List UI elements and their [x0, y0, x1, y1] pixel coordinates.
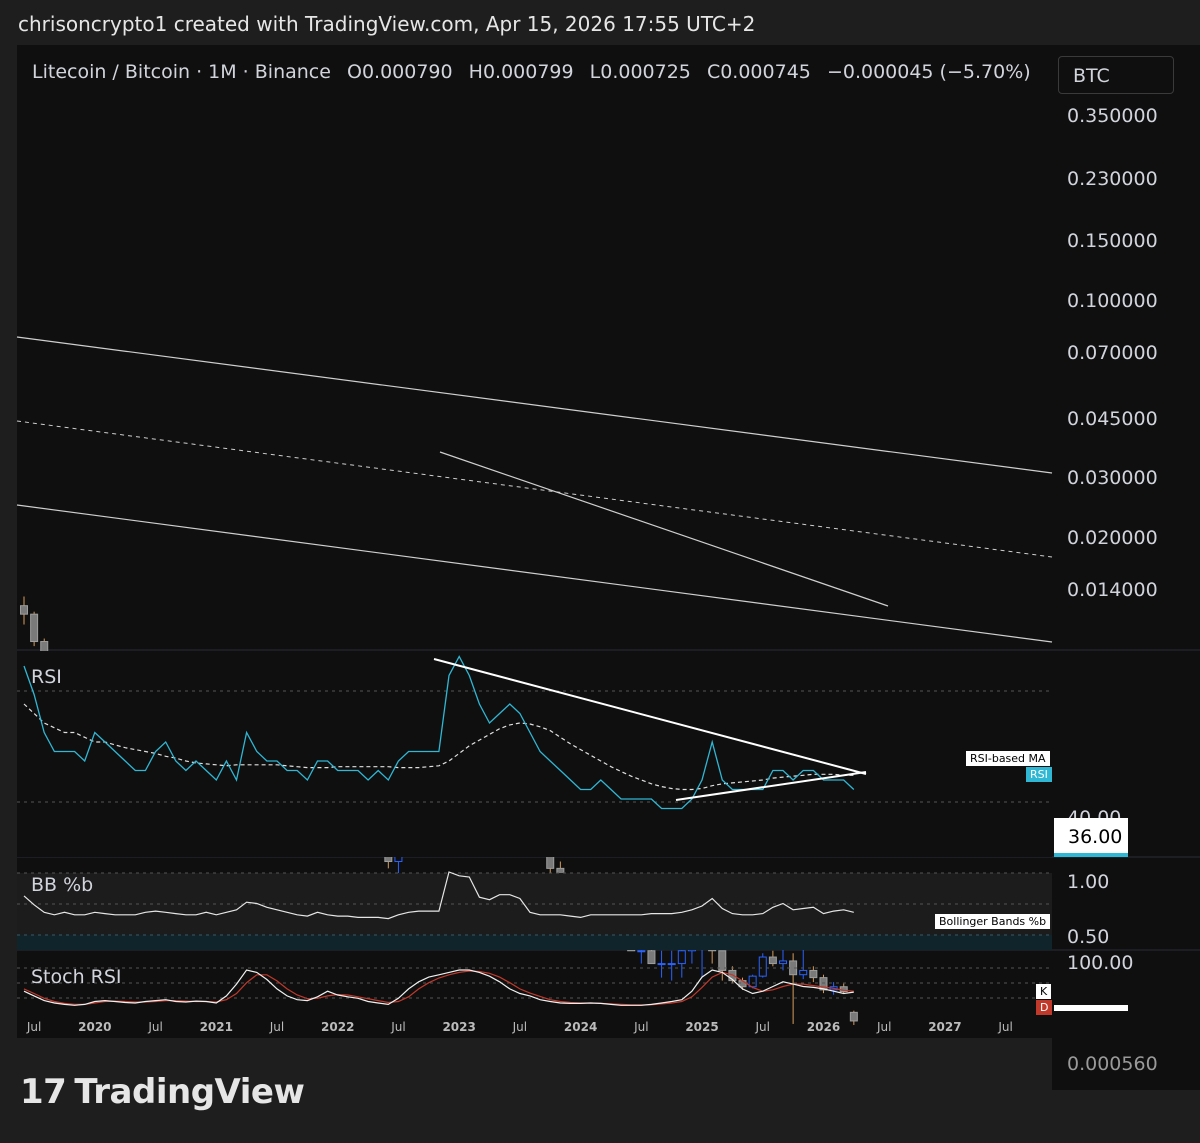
rsi-current-value: 36.00 [1068, 826, 1122, 848]
time-axis-label: 2026 [807, 1020, 840, 1034]
time-axis-label: Jul [26, 1020, 41, 1034]
time-axis-label: Jul [512, 1020, 527, 1034]
candle-body [819, 977, 828, 991]
rsi-ma-line [23, 703, 854, 791]
time-axis-label: 2022 [321, 1020, 354, 1034]
price-axis-label: 0.045000 [1067, 408, 1158, 430]
candle-body [30, 613, 39, 643]
chart-header: chrisoncrypto1 created with TradingView.… [18, 12, 756, 36]
candle-body [849, 1011, 858, 1022]
price-axis-label: 0.100000 [1067, 290, 1158, 312]
bb-axis-label: 0.50 [1067, 926, 1109, 948]
time-axis-label: 2024 [564, 1020, 597, 1034]
price-axis-label: 0.070000 [1067, 342, 1158, 364]
wedge-trendline [439, 451, 889, 607]
channel-upper-line [16, 336, 1053, 474]
change-value: −0.000045 (−5.70%) [826, 61, 1031, 83]
stoch-current-box [1054, 1005, 1128, 1011]
stoch-d-line [23, 970, 854, 1006]
bb-axis-label: 1.00 [1067, 871, 1109, 893]
time-axis-label: Jul [876, 1020, 891, 1034]
time-axis-label: Jul [997, 1020, 1012, 1034]
candle-body [637, 950, 646, 953]
bb-pane-title: BB %b [31, 874, 94, 896]
candle-body [809, 969, 818, 979]
candle-body [647, 950, 656, 965]
stoch-k-label: K [1036, 984, 1052, 999]
rsi-label: RSI [1026, 767, 1052, 782]
price-axis-label: 0.030000 [1067, 467, 1158, 489]
candle-body [677, 950, 686, 965]
candle-body [20, 605, 28, 615]
channel-lower-line [16, 504, 1053, 643]
candle-body [718, 950, 727, 971]
symbol-title[interactable]: Litecoin / Bitcoin · 1M · Binance [32, 61, 331, 83]
price-axis-label: 0.014000 [1067, 579, 1158, 601]
time-axis-label: 2021 [200, 1020, 233, 1034]
open-value: O0.000790 [346, 61, 453, 83]
rsi-support-trendline [675, 771, 867, 801]
logo-text: TradingView [74, 1072, 305, 1112]
rsi-line [23, 655, 855, 810]
time-axis-label: Jul [390, 1020, 405, 1034]
stoch-axis-label: 100.00 [1067, 952, 1133, 974]
candle-body [667, 963, 676, 966]
stoch-pane-title: Stoch RSI [31, 966, 122, 988]
time-axis-label: 2027 [928, 1020, 961, 1034]
rsi-current-bar [1054, 853, 1128, 857]
candle-body [799, 969, 808, 976]
candle-body [728, 969, 737, 982]
candle-body [779, 960, 787, 965]
rsi-current-box [1054, 818, 1128, 856]
bb-line [23, 871, 854, 920]
channel-mid-line [16, 420, 1053, 558]
axis-extension [1052, 1038, 1200, 1090]
price-axis-label: 0.020000 [1067, 527, 1158, 549]
candle-body [768, 956, 777, 965]
price-axis-label: 0.230000 [1067, 168, 1158, 190]
time-axis-label: Jul [755, 1020, 770, 1034]
time-axis-label: Jul [269, 1020, 284, 1034]
close-value: C0.000745 [706, 61, 811, 83]
low-value: L0.000725 [589, 61, 691, 83]
high-value: H0.000799 [468, 61, 574, 83]
time-axis-label: Jul [633, 1020, 648, 1034]
tradingview-logo-icon: 𝟭𝟳 [20, 1072, 67, 1112]
tradingview-logo: 𝟭𝟳 TradingView [20, 1072, 305, 1112]
rsi-resistance-trendline [433, 658, 867, 775]
time-axis-label: 2020 [78, 1020, 111, 1034]
time-axis-label: 2023 [442, 1020, 475, 1034]
rsi-pane-title: RSI [31, 666, 62, 688]
price-axis-label: 0.150000 [1067, 230, 1158, 252]
bb-label: Bollinger Bands %b [935, 914, 1051, 929]
stoch-k-line [23, 969, 854, 1006]
symbol-legend: Litecoin / Bitcoin · 1M · Binance O0.000… [32, 61, 1041, 83]
price-axis-label: 0.350000 [1067, 105, 1158, 127]
price-axis-fragment: 0.000560 [1067, 1053, 1158, 1075]
time-axis-label: 2025 [685, 1020, 718, 1034]
rsi-ma-label: RSI-based MA [966, 751, 1050, 766]
stoch-d-label: D [1036, 1000, 1053, 1015]
candle-body [758, 956, 767, 977]
time-axis-label: Jul [147, 1020, 162, 1034]
bb-lower-fill [17, 935, 1052, 950]
candle-body [657, 963, 666, 966]
currency-unit-button[interactable]: BTC [1058, 56, 1174, 94]
